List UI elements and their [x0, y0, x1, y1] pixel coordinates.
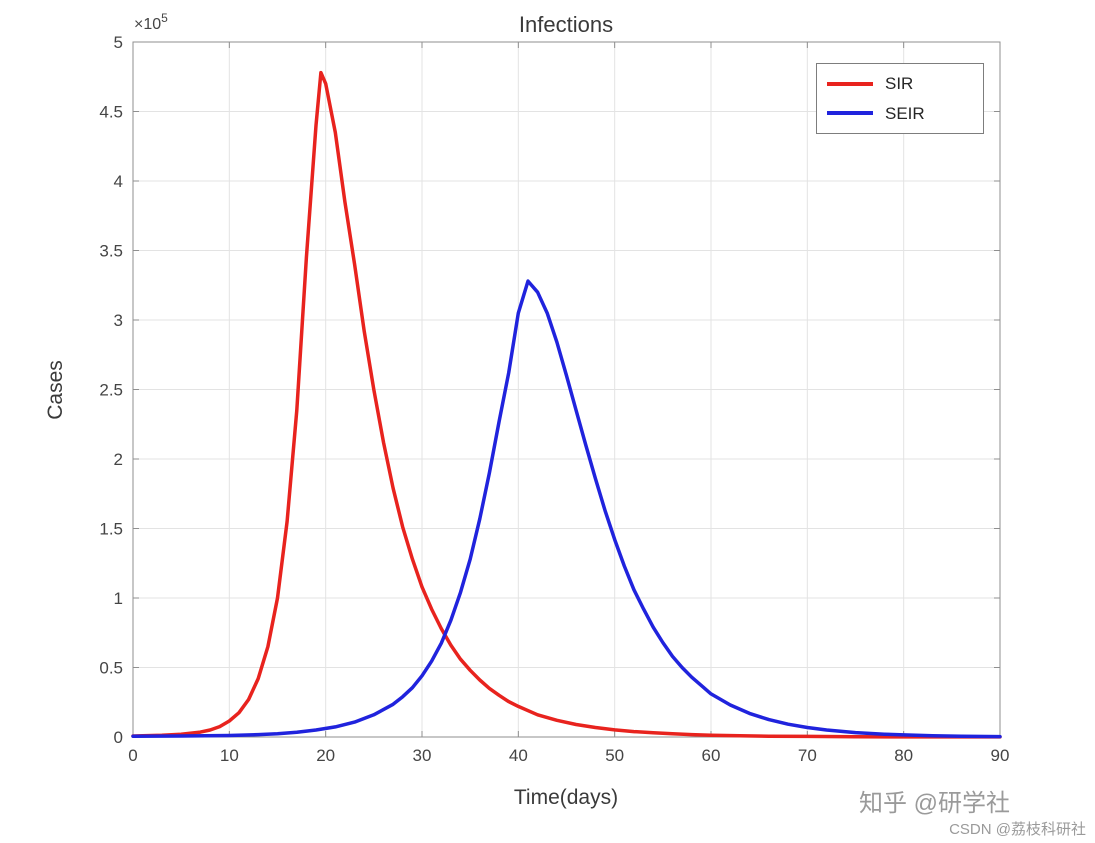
y-tick-label: 3 — [114, 311, 123, 330]
y-exponent-label: ×105 — [134, 11, 168, 33]
x-axis-label: Time(days) — [514, 786, 618, 809]
grid-lines — [132, 41, 1001, 738]
x-tick-label: 40 — [509, 746, 528, 765]
data-series — [131, 70, 1002, 739]
y-tick-label: 1.5 — [99, 520, 123, 539]
y-tick-label: 3.5 — [99, 242, 123, 261]
legend-entry-sir[interactable]: SIR — [827, 75, 973, 92]
y-tick-label: 5 — [114, 33, 123, 52]
y-tick-label: 0.5 — [99, 659, 123, 678]
legend-line-swatch — [827, 81, 873, 86]
legend[interactable]: SIR SEIR — [816, 63, 984, 134]
x-tick-label: 10 — [220, 746, 239, 765]
plot-box — [132, 41, 1001, 738]
legend-label: SIR — [885, 74, 914, 94]
sir-curve — [131, 70, 1002, 739]
y-tick-label: 0 — [114, 728, 123, 747]
watermark-zhihu: 知乎 @研学社 — [858, 790, 1010, 817]
x-tick-label: 80 — [894, 746, 913, 765]
legend-entry-seir[interactable]: SEIR — [827, 105, 973, 122]
x-tick-label: 70 — [798, 746, 817, 765]
y-tick-label: 4.5 — [99, 103, 123, 122]
chart-title: Infections — [519, 12, 613, 37]
y-tick-label: 4 — [114, 172, 123, 191]
x-tick-label: 30 — [413, 746, 432, 765]
watermark-csdn: CSDN @荔枝科研社 — [949, 821, 1086, 838]
y-exponent-power: 5 — [161, 11, 168, 25]
y-tick-label: 1 — [114, 589, 123, 608]
x-tick-label: 20 — [316, 746, 335, 765]
y-tick-labels: 0 0.5 1 1.5 2 2.5 3 3.5 4 4.5 5 — [99, 33, 123, 747]
legend-line-swatch — [827, 111, 873, 116]
x-tick-label: 90 — [991, 746, 1010, 765]
y-axis-label: Cases — [44, 360, 67, 420]
seir-curve — [131, 279, 1002, 739]
x-tick-label: 60 — [702, 746, 721, 765]
y-exponent-base: ×10 — [134, 16, 161, 33]
x-tick-labels: 0 10 20 30 40 50 60 70 80 90 — [128, 746, 1009, 765]
x-tick-label: 50 — [605, 746, 624, 765]
legend-label: SEIR — [885, 103, 925, 123]
y-tick-label: 2.5 — [99, 381, 123, 400]
x-tick-label: 0 — [128, 746, 137, 765]
y-tick-label: 2 — [114, 450, 123, 469]
